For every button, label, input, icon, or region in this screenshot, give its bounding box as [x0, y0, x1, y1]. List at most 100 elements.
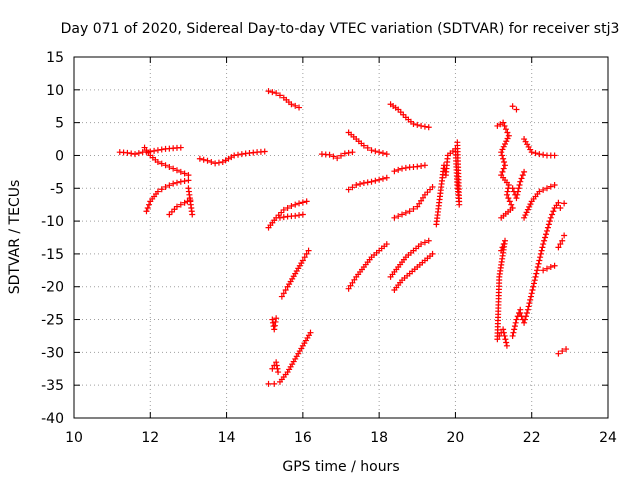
x-tick-label: 20	[447, 430, 465, 446]
data-point-marker	[185, 172, 192, 179]
data-point-marker	[376, 149, 383, 156]
data-point-marker	[526, 300, 533, 307]
data-point-marker	[391, 168, 398, 175]
data-point-marker	[536, 151, 543, 158]
data-point-marker	[303, 198, 310, 205]
data-point-marker	[421, 162, 428, 169]
data-point-marker	[533, 270, 540, 277]
data-point-marker	[265, 88, 272, 95]
data-point-marker	[543, 185, 550, 192]
data-point-marker	[146, 201, 153, 208]
data-point-marker	[425, 124, 432, 131]
data-point-marker	[540, 186, 547, 193]
data-point-marker	[540, 151, 547, 158]
data-point-marker	[509, 332, 516, 339]
data-point-marker	[379, 150, 386, 157]
data-point-marker	[501, 159, 508, 166]
data-point-marker	[273, 362, 280, 369]
data-point-marker	[506, 198, 513, 205]
data-point-marker	[272, 318, 279, 325]
data-point-marker	[288, 202, 295, 209]
data-point-marker	[166, 182, 173, 189]
data-point-marker	[509, 185, 516, 192]
data-point-marker	[505, 132, 512, 139]
y-tick-label: -10	[41, 214, 64, 230]
data-point-marker	[212, 160, 219, 167]
data-point-marker	[402, 209, 409, 216]
data-point-marker	[511, 323, 518, 330]
data-point-marker	[543, 227, 550, 234]
data-point-marker	[280, 206, 287, 213]
data-point-marker	[501, 332, 508, 339]
data-point-marker	[144, 204, 151, 211]
data-point-marker	[151, 147, 158, 154]
data-point-marker	[200, 156, 207, 163]
x-tick-label: 24	[599, 430, 617, 446]
y-tick-label: 0	[55, 148, 64, 164]
x-tick-label: 18	[370, 430, 388, 446]
data-point-marker	[278, 293, 285, 300]
data-point-marker	[555, 244, 562, 251]
data-points	[116, 88, 570, 387]
data-point-marker	[559, 348, 566, 355]
y-tick-label: -15	[41, 247, 64, 263]
data-point-marker	[549, 211, 556, 218]
data-point-marker	[364, 144, 371, 151]
data-point-marker	[559, 237, 566, 244]
data-point-marker	[170, 180, 177, 187]
data-point-marker	[353, 181, 360, 188]
data-point-marker	[299, 257, 306, 264]
data-point-marker	[527, 296, 534, 303]
data-point-marker	[177, 178, 184, 185]
chart-title: Day 071 of 2020, Sidereal Day-to-day VTE…	[61, 21, 620, 37]
data-point-marker	[185, 177, 192, 184]
data-point-marker	[500, 155, 507, 162]
data-point-marker	[557, 204, 564, 211]
x-tick-label: 22	[523, 430, 541, 446]
data-point-marker	[379, 175, 386, 182]
data-point-marker	[421, 123, 428, 130]
x-tick-label: 10	[65, 430, 83, 446]
data-point-marker	[418, 241, 425, 248]
data-point-marker	[181, 170, 188, 177]
data-point-marker	[158, 146, 165, 153]
data-point-marker	[273, 90, 280, 97]
data-point-marker	[551, 152, 558, 159]
data-point-marker	[261, 148, 268, 155]
y-tick-label: 5	[55, 116, 64, 132]
data-point-marker	[208, 159, 215, 166]
data-point-marker	[391, 214, 398, 221]
x-tick-label: 16	[294, 430, 312, 446]
data-point-marker	[235, 151, 242, 158]
data-point-marker	[503, 339, 510, 346]
data-point-marker	[301, 254, 308, 261]
data-point-marker	[292, 102, 299, 109]
data-point-marker	[399, 211, 406, 218]
data-point-marker	[498, 149, 505, 156]
y-tick-label: -40	[41, 411, 64, 427]
data-point-marker	[269, 316, 276, 323]
data-point-marker	[503, 342, 510, 349]
data-point-marker	[519, 172, 526, 179]
data-point-marker	[275, 369, 282, 376]
data-point-marker	[514, 191, 521, 198]
data-point-marker	[154, 159, 161, 166]
data-point-marker	[555, 199, 562, 206]
data-point-marker	[515, 185, 522, 192]
data-point-marker	[537, 250, 544, 257]
data-point-marker	[181, 199, 188, 206]
data-point-marker	[299, 199, 306, 206]
data-point-marker	[269, 365, 276, 372]
data-point-marker	[170, 165, 177, 172]
data-point-marker	[524, 206, 531, 213]
data-point-marker	[383, 151, 390, 158]
data-point-marker	[383, 174, 390, 181]
data-point-marker	[502, 140, 509, 147]
data-point-marker	[563, 346, 570, 353]
data-point-marker	[547, 214, 554, 221]
grid-lines	[74, 57, 608, 418]
data-point-marker	[383, 241, 390, 248]
data-point-marker	[330, 153, 337, 160]
y-tick-label: 10	[46, 83, 64, 99]
data-point-marker	[518, 175, 525, 182]
